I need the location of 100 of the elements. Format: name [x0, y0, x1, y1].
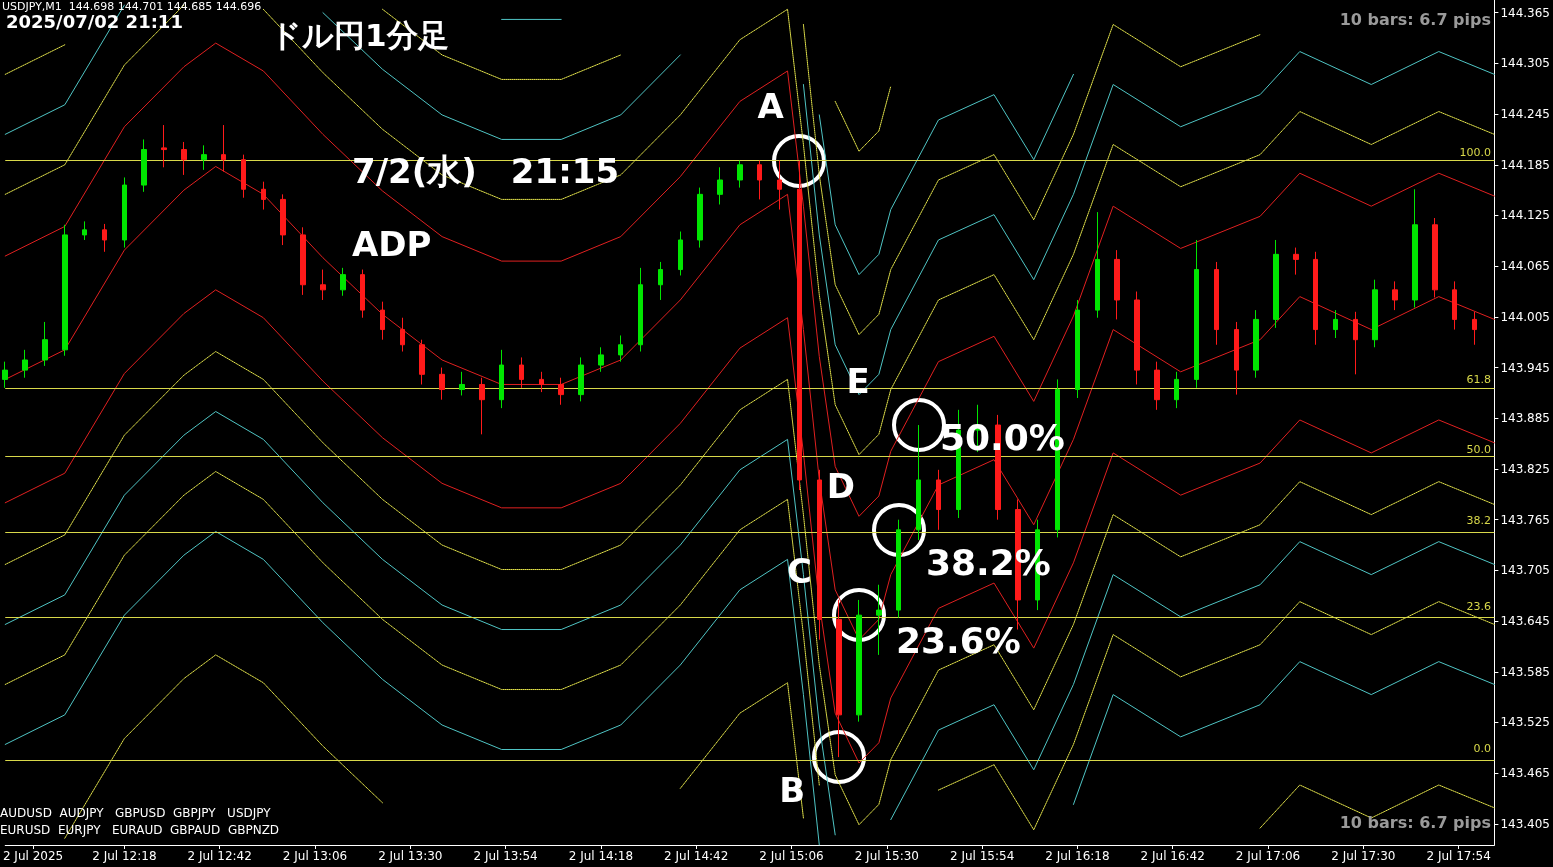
candlestick [1313, 251, 1318, 346]
candlestick [261, 181, 266, 211]
candlestick [1194, 239, 1199, 389]
candlestick [519, 356, 524, 389]
candlestick [141, 138, 147, 193]
candlestick [2, 361, 8, 389]
candlestick [836, 599, 842, 758]
candlestick [1114, 249, 1120, 320]
candlestick [1253, 309, 1259, 379]
candlestick [1472, 311, 1477, 346]
annotation: B [779, 770, 806, 811]
line-series [4, 289, 1495, 764]
candlestick [181, 141, 187, 176]
y-tick-label: 143.825 [1500, 461, 1550, 476]
annotation: 10 bars: 6.7 pips [1339, 10, 1491, 29]
x-tick-label: 2 Jul 13:06 [282, 849, 348, 863]
y-tick-label: 143.885 [1500, 411, 1550, 426]
candlestick [201, 144, 207, 171]
candlestick [876, 584, 882, 656]
annotation: USDJPY,M1 144.698 144.701 144.685 144.696 [2, 0, 262, 14]
candlestick [697, 187, 703, 249]
x-tick-label: 2 Jul 12:18 [92, 849, 157, 863]
annotation: 23.6 [1466, 600, 1491, 614]
candlestick [658, 261, 663, 301]
candlestick [241, 154, 246, 199]
annotation: 50.0 [1466, 443, 1491, 457]
text: ドル円1分足 [270, 16, 449, 53]
y-tick-label: 143.945 [1500, 360, 1550, 375]
candlestick [300, 226, 306, 296]
candlestick [22, 349, 28, 379]
y-tick-label: 143.465 [1500, 766, 1550, 781]
annotation: 61.8 [1466, 373, 1491, 387]
candlestick [479, 377, 485, 435]
candlestick [1392, 280, 1398, 311]
candlestick [380, 301, 385, 341]
x-tick-label: 2 Jul 13:30 [378, 849, 443, 863]
candlestick [499, 349, 504, 409]
candlestick [757, 160, 762, 200]
candlestick [280, 193, 286, 246]
x-tick-label: 2 Jul 14:18 [568, 849, 634, 863]
candlestick [1353, 311, 1358, 375]
candlestick [558, 377, 564, 406]
y-tick-label: 143.765 [1500, 512, 1550, 527]
candlestick [856, 599, 862, 723]
candlestick [1452, 280, 1457, 331]
y-tick-label: 144.005 [1500, 309, 1550, 324]
annotation: AUDUSD AUDJPY GBPUSD GBPJPY USDJPY [0, 806, 271, 821]
y-tick-label: 144.185 [1500, 157, 1550, 172]
candlestick [62, 224, 68, 357]
candlestick [102, 223, 107, 253]
y-tick-label: 143.585 [1500, 664, 1550, 679]
x-tick-label: 2 Jul 17:06 [1235, 849, 1301, 863]
y-tick-label: 144.245 [1500, 107, 1550, 122]
x-tick-label: 2 Jul 15:54 [949, 849, 1015, 863]
candlestick [1174, 371, 1179, 409]
candlestick [578, 356, 584, 402]
y-tick-label: 144.125 [1500, 208, 1550, 223]
candlestick [1333, 309, 1338, 339]
candlestick [678, 231, 683, 276]
candlestick [1372, 279, 1378, 348]
candlestick [1273, 239, 1279, 329]
candlestick [1154, 361, 1160, 411]
annotation: 10 bars: 6.7 pips [1339, 813, 1491, 832]
candlestick [1075, 299, 1080, 399]
candlestick [360, 269, 365, 319]
candlestick [598, 346, 604, 373]
annotation: 7/2(水) 21:15 [352, 151, 620, 191]
x-tick-label: 2 Jul 13:54 [473, 849, 538, 863]
candlestick [161, 124, 167, 168]
candlestick [340, 267, 346, 297]
candlestick [1095, 211, 1100, 319]
annotation: 38.2 [1466, 514, 1491, 528]
annotation: C [787, 551, 812, 592]
annotation: 0.0 [1473, 742, 1491, 756]
y-tick-label: 144.365 [1500, 5, 1550, 20]
annotation: A [757, 85, 784, 126]
candlestick [896, 519, 901, 619]
candlestick [797, 160, 802, 491]
candlestick [459, 371, 465, 396]
candlestick [221, 124, 226, 173]
candlestick [638, 267, 643, 353]
candlestick [936, 469, 941, 531]
x-tick-label: 2 Jul 15:06 [759, 849, 824, 863]
candlestick [122, 176, 127, 249]
x-tick-label: 2 Jul 17:54 [1426, 849, 1491, 863]
y-tick-label: 144.065 [1500, 259, 1550, 274]
candlestick [777, 160, 782, 211]
candlestick [1234, 321, 1239, 396]
candlestick [419, 339, 425, 385]
x-tick-label: 2 Jul 14:42 [664, 849, 729, 863]
candlestick [539, 371, 544, 393]
annotation: EURUSD EURJPY EURAUD GBPAUD GBPNZD [0, 823, 280, 838]
annotation: D [826, 465, 855, 506]
annotation: 23.6% [896, 620, 1021, 661]
candlestick [82, 220, 87, 241]
annotation: 100.0 [1459, 146, 1491, 160]
candlestick [1134, 291, 1140, 385]
candlestick [1412, 188, 1418, 309]
candlestick [400, 317, 405, 353]
x-tick-label: 2 Jul 16:18 [1045, 849, 1110, 863]
